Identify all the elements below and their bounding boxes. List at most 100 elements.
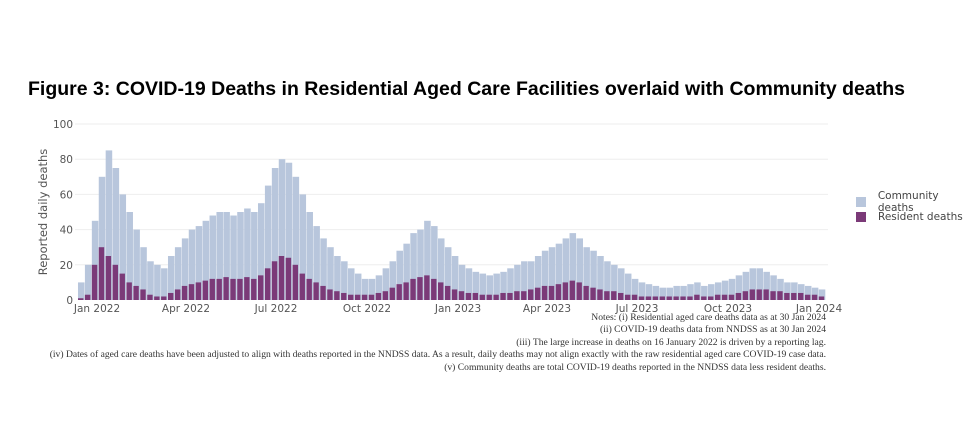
resident-bar [798, 292, 804, 300]
resident-bar [521, 291, 527, 300]
community-bar [569, 233, 577, 300]
community-bar [756, 268, 763, 300]
community-bar [811, 287, 819, 300]
resident-bar [147, 294, 153, 300]
community-bar [791, 282, 798, 300]
resident-bar [493, 294, 499, 300]
community-bar [714, 282, 722, 300]
resident-bar [417, 277, 423, 300]
community-bar [701, 285, 708, 300]
community-bar [154, 264, 161, 300]
community-bar [638, 282, 646, 300]
community-bar [784, 282, 791, 300]
resident-bar [230, 278, 236, 300]
resident-bar [140, 289, 146, 300]
community-bar [389, 261, 397, 300]
x-tick-label: Jul 2023 [615, 303, 659, 315]
resident-bar [749, 289, 755, 300]
community-bar [271, 168, 279, 300]
note: (iii) The large increase in deaths on 16… [516, 336, 826, 348]
community-bar [77, 282, 85, 300]
community-bar [818, 289, 826, 300]
note: (v) Community deaths are total COVID-19 … [444, 361, 826, 373]
legend-item-community[interactable]: Community deaths [856, 190, 976, 214]
resident-bar [188, 284, 195, 300]
y-tick-label: 60 [60, 189, 73, 201]
community-bar [223, 212, 230, 300]
resident-bar [652, 296, 659, 300]
community-bar [361, 278, 369, 300]
resident-bar [611, 291, 617, 300]
community-bar [777, 278, 784, 300]
y-tick-label: 20 [60, 260, 73, 272]
resident-bar [777, 291, 783, 300]
resident-bar [701, 296, 707, 300]
resident-bar [341, 292, 347, 300]
resident-bar [451, 289, 458, 300]
community-bar [174, 247, 182, 300]
resident-bar [382, 291, 389, 300]
community-bar [735, 275, 743, 300]
resident-bar [223, 277, 229, 300]
resident-bar [597, 289, 603, 300]
resident-bar [784, 292, 790, 300]
community-bar [541, 250, 549, 300]
resident-bar [292, 264, 299, 300]
community-bar [804, 285, 812, 300]
community-bar [534, 256, 542, 300]
resident-bar [479, 294, 485, 300]
resident-bar [410, 278, 416, 300]
community-bar [417, 229, 424, 300]
note: Notes: (i) Residential aged care deaths … [591, 312, 826, 323]
resident-bar [534, 287, 541, 300]
resident-bar [244, 277, 250, 300]
community-bar [438, 238, 445, 300]
x-tick-label: Jan 2024 [795, 303, 843, 315]
community-bar [396, 250, 403, 300]
resident-bar [181, 285, 188, 300]
community-bar [195, 226, 203, 300]
legend-item-resident[interactable]: Resident deaths [856, 209, 976, 224]
resident-bar [389, 287, 395, 300]
community-bar [749, 268, 757, 300]
community-bar [590, 250, 597, 300]
community-bar [368, 278, 376, 300]
resident-bar [666, 296, 672, 300]
resident-bar [514, 291, 520, 300]
community-bar [555, 243, 563, 300]
community-bar [673, 285, 680, 300]
resident-bar [403, 282, 409, 300]
resident-bar [714, 294, 721, 300]
resident-bar [735, 292, 742, 300]
community-bar [237, 212, 244, 300]
community-bar [618, 268, 625, 300]
community-bar [798, 284, 805, 300]
y-tick-label: 80 [60, 154, 73, 166]
resident-bar [216, 278, 222, 300]
resident-bar [126, 282, 132, 300]
community-bar [257, 203, 265, 300]
community-bar [347, 268, 355, 300]
resident-bar [618, 292, 624, 300]
community-bar [548, 247, 556, 300]
resident-bar [209, 278, 215, 300]
resident-bar [811, 294, 818, 300]
resident-bar [708, 296, 714, 300]
community-bar [264, 185, 272, 300]
community-bar [278, 159, 286, 300]
resident-bar [98, 247, 105, 300]
resident-bar [133, 285, 139, 300]
resident-bar [368, 294, 375, 300]
community-bar [763, 271, 770, 300]
community-bar [770, 275, 777, 300]
y-tick-label: 0 [66, 295, 73, 307]
y-axis-label: Reported daily deaths [36, 149, 50, 276]
community-bar [375, 275, 383, 300]
community-bar [493, 273, 500, 300]
resident-bar [174, 289, 181, 300]
community-bar [431, 226, 438, 300]
community-bar [562, 238, 570, 300]
community-bar [313, 226, 320, 300]
x-tick-label: Apr 2023 [523, 303, 571, 315]
y-tick-label: 40 [60, 225, 73, 237]
